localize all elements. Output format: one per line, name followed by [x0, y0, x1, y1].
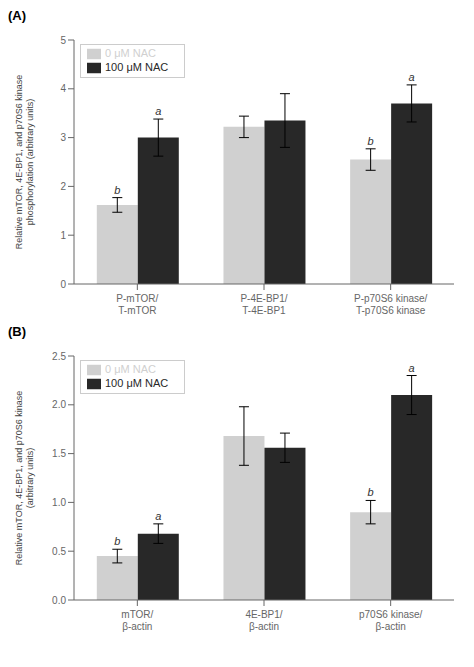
svg-text:b: b — [114, 184, 120, 196]
svg-text:a: a — [155, 105, 161, 117]
svg-text:p70S6 kinase/β-actin: p70S6 kinase/β-actin — [359, 609, 423, 632]
svg-text:2.5: 2.5 — [52, 351, 66, 362]
svg-text:b: b — [114, 535, 120, 547]
svg-text:4: 4 — [60, 83, 66, 94]
svg-text:Relative mTOR, 4E-BP1, and p70: Relative mTOR, 4E-BP1, and p70S6 kinasep… — [14, 75, 35, 249]
svg-text:P-mTOR/T-mTOR: P-mTOR/T-mTOR — [116, 293, 158, 316]
svg-text:2: 2 — [60, 181, 66, 192]
svg-text:0.5: 0.5 — [52, 546, 66, 557]
svg-text:1.0: 1.0 — [52, 497, 66, 508]
html-text:0 μM NAC: 0 μM NAC — [105, 363, 156, 375]
svg-text:Relative mTOR, 4E-BP1, and p70: Relative mTOR, 4E-BP1, and p70S6 kinase(… — [14, 391, 35, 565]
svg-text:0.0: 0.0 — [52, 595, 66, 606]
html-text:(B): (B) — [8, 324, 26, 339]
svg-text:1.5: 1.5 — [52, 448, 66, 459]
svg-text:5: 5 — [60, 35, 66, 46]
html-text:100 μM NAC: 100 μM NAC — [105, 377, 169, 390]
svg-text:0: 0 — [60, 279, 66, 290]
html-text:100 μM NAC: 100 μM NAC — [105, 61, 169, 74]
svg-text:b: b — [368, 135, 374, 147]
svg-text:3: 3 — [60, 132, 66, 143]
svg-text:a: a — [409, 71, 415, 83]
svg-text:b: b — [368, 486, 374, 498]
svg-text:mTOR/β-actin: mTOR/β-actin — [121, 609, 153, 632]
svg-text:2.0: 2.0 — [52, 399, 66, 410]
svg-text:a: a — [155, 510, 161, 522]
svg-text:4E-BP1/β-actin: 4E-BP1/β-actin — [245, 609, 282, 632]
html-text:0 μM NAC: 0 μM NAC — [105, 47, 156, 59]
svg-text:P-p70S6 kinase/T-p70S6 kinase: P-p70S6 kinase/T-p70S6 kinase — [354, 293, 428, 316]
html-text:(A): (A) — [8, 8, 26, 23]
svg-text:P-4E-BP1/T-4E-BP1: P-4E-BP1/T-4E-BP1 — [240, 293, 287, 316]
svg-text:a: a — [409, 362, 415, 374]
svg-text:1: 1 — [60, 230, 66, 241]
